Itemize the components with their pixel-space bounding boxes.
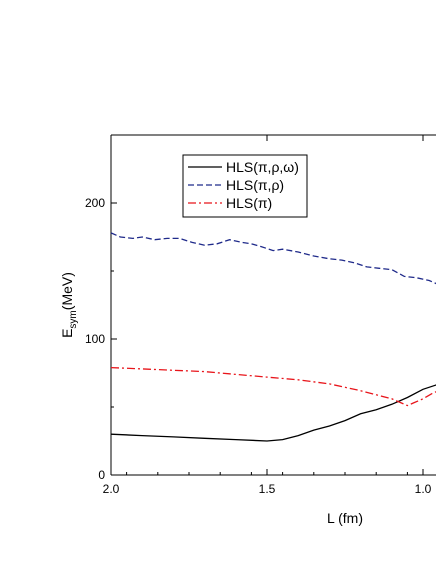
legend-box bbox=[182, 154, 308, 218]
ticks-group: 2.0 1.5 1.0 0 100 200 bbox=[85, 135, 432, 496]
x-tick-label: 1.0 bbox=[415, 482, 432, 496]
series-group bbox=[110, 232, 436, 442]
series-line-1 bbox=[110, 232, 436, 285]
y-tick-label: 0 bbox=[98, 468, 105, 482]
series-line-2 bbox=[110, 366, 436, 407]
y-axis-title-main: E bbox=[59, 329, 75, 338]
legend-label: HLS(π,ρ,ω) bbox=[226, 159, 299, 175]
series-line-0 bbox=[110, 384, 436, 442]
legend-label: HLS(π) bbox=[226, 195, 272, 211]
legend-label: HLS(π,ρ) bbox=[226, 177, 284, 193]
y-axis-title-unit: (MeV) bbox=[59, 272, 75, 310]
legend-entries: HLS(π,ρ,ω) HLS(π,ρ) HLS(π) bbox=[188, 159, 299, 211]
plot-area bbox=[110, 134, 436, 476]
y-axis-title-sub: sym bbox=[68, 310, 79, 328]
y-tick-label: 200 bbox=[85, 196, 105, 210]
x-axis-title: L (fm) bbox=[327, 510, 363, 526]
x-tick-label: 1.5 bbox=[259, 482, 276, 496]
legend: HLS(π,ρ,ω) HLS(π,ρ) HLS(π) bbox=[182, 154, 308, 218]
y-tick-label: 100 bbox=[85, 332, 105, 346]
y-axis-title: Esym(MeV) bbox=[59, 272, 79, 338]
x-tick-label: 2.0 bbox=[103, 482, 120, 496]
